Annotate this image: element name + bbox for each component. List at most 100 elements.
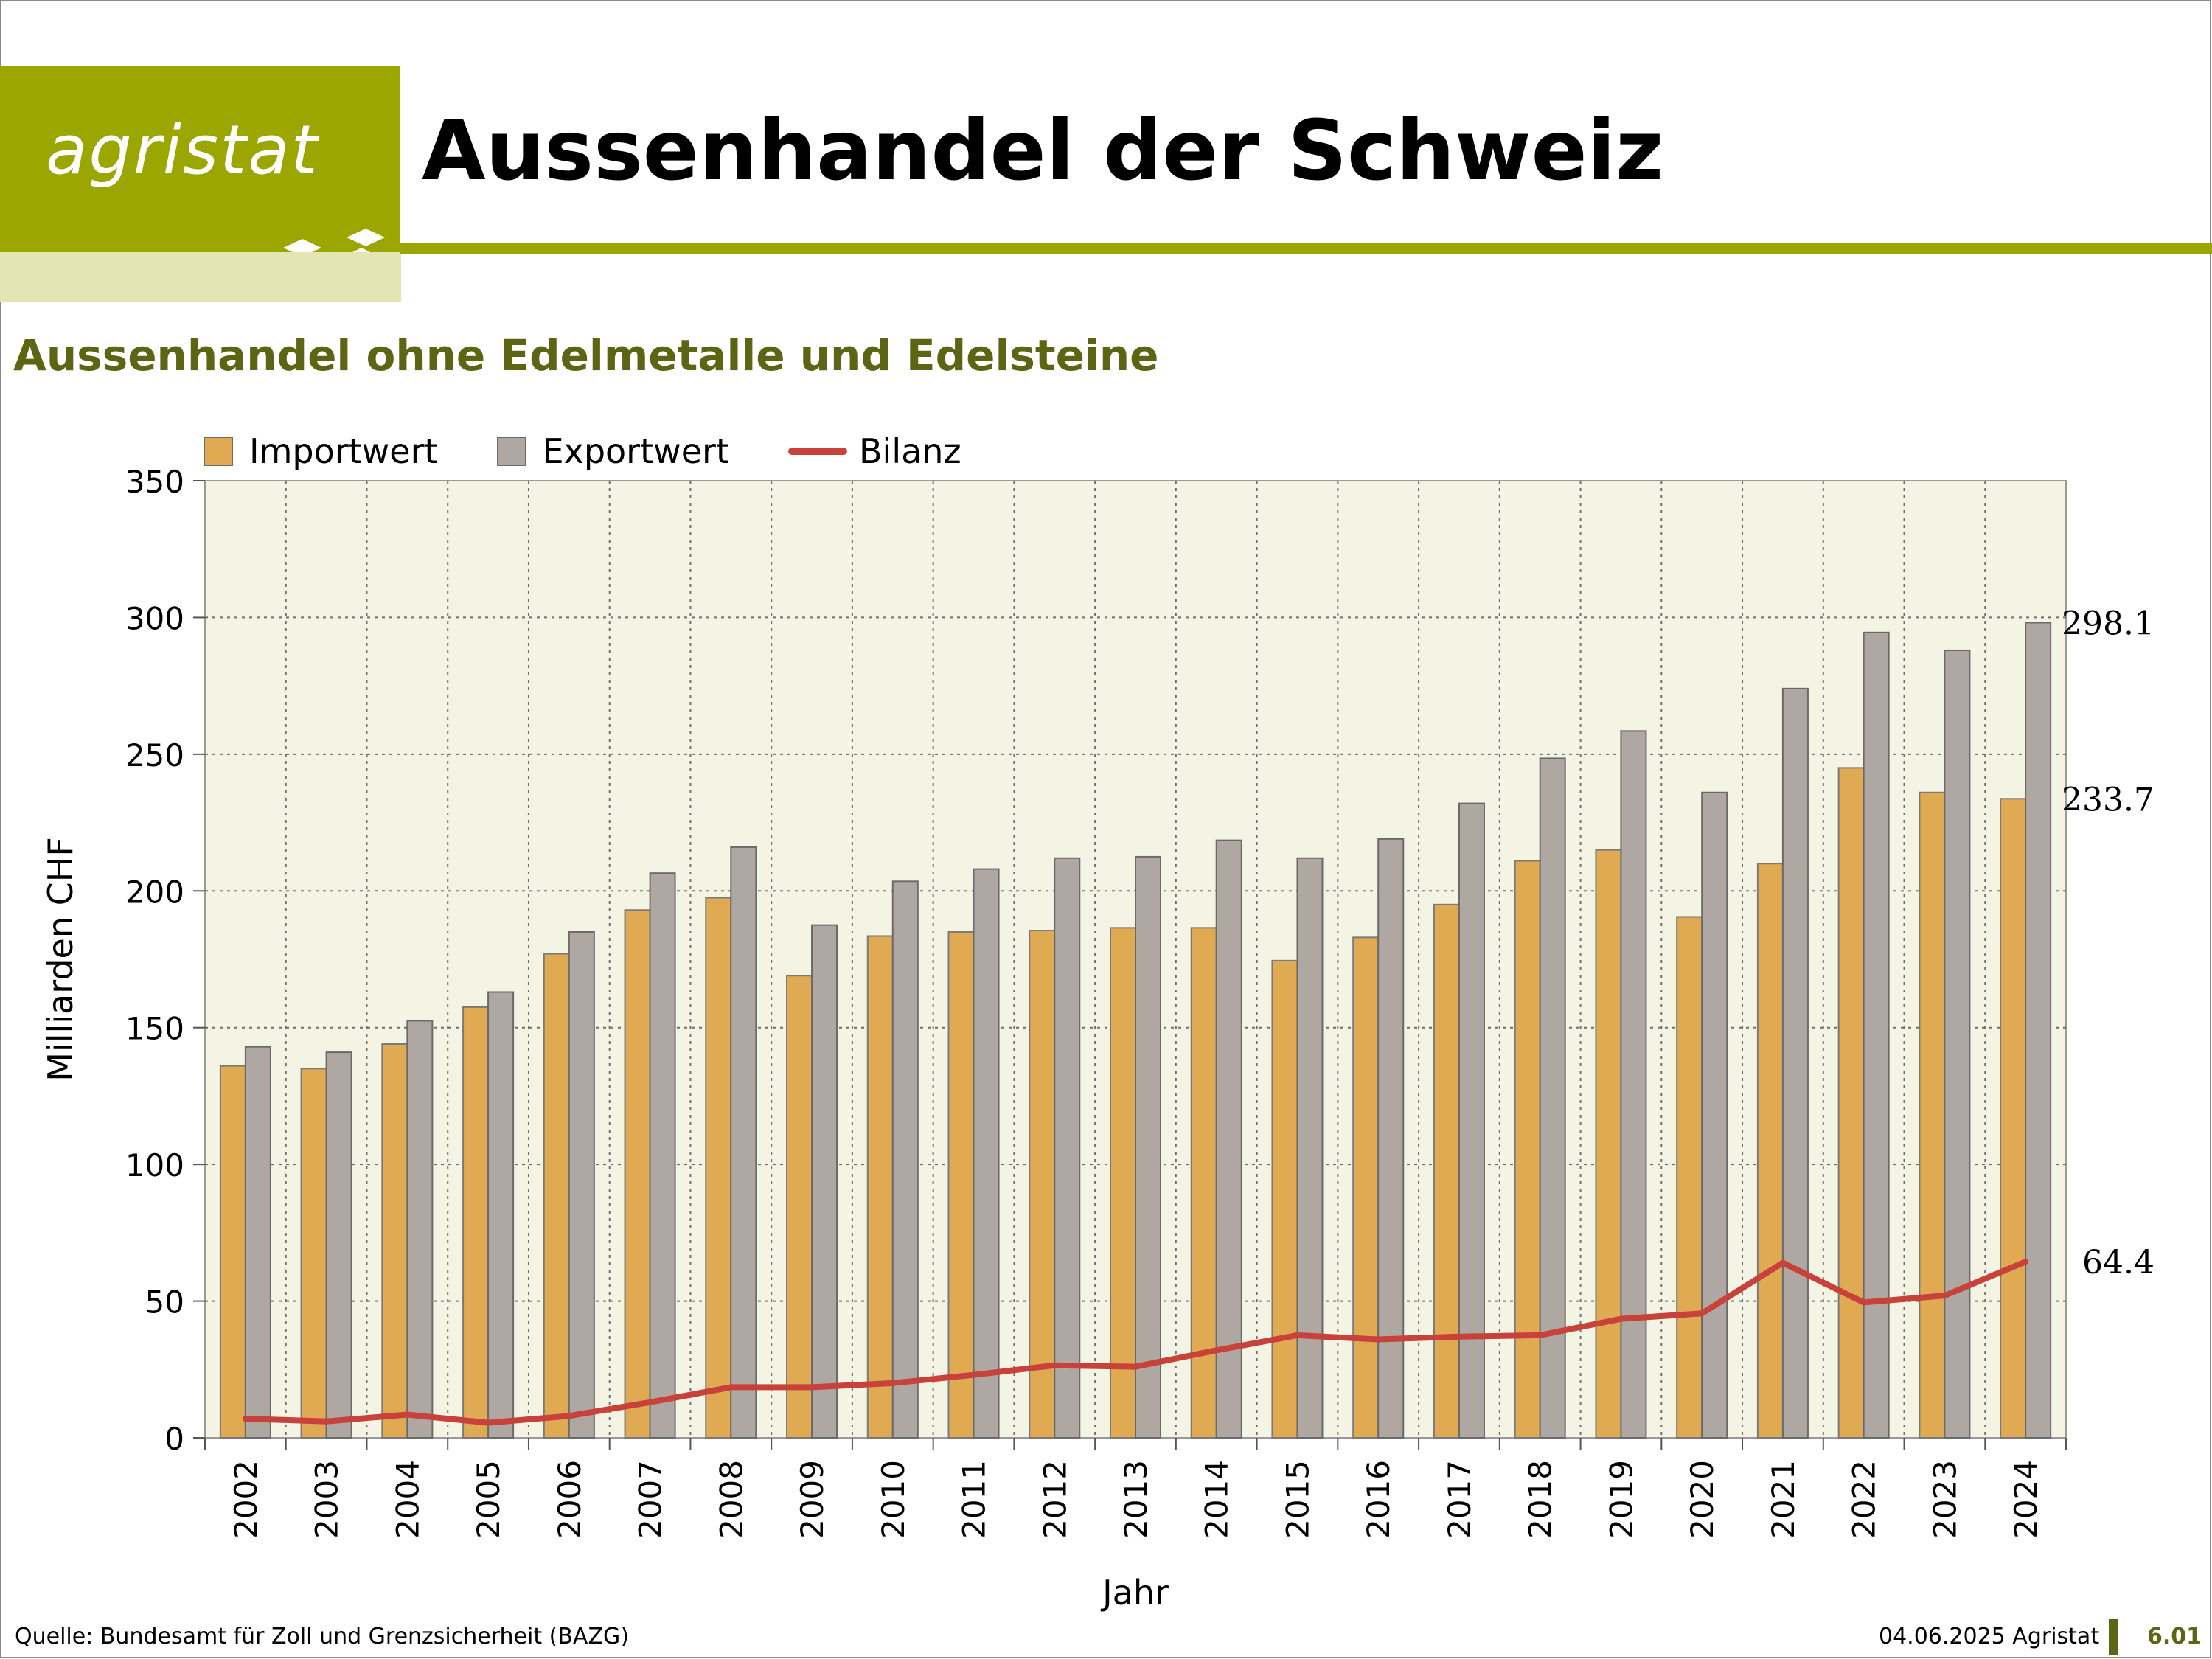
bar-import (947, 931, 975, 1439)
bar-import (1352, 936, 1380, 1439)
x-tick-label: 2002 (228, 1460, 264, 1539)
y-axis-title: Milliarden CHF (41, 837, 80, 1082)
legend-swatch-export (496, 437, 526, 466)
bar-import (462, 1006, 490, 1439)
bar-export (1701, 791, 1728, 1439)
bar-export (1458, 802, 1485, 1439)
y-tick-label: 300 (125, 600, 184, 636)
chart-subtitle: Aussenhandel ohne Edelmetalle und Edelst… (13, 330, 1159, 380)
bar-export (1377, 838, 1405, 1439)
bar-export (487, 991, 515, 1439)
logo-text: agristat (46, 111, 319, 189)
x-tick-label: 2014 (1199, 1460, 1235, 1539)
bar-import (1433, 903, 1460, 1439)
legend-swatch-import (204, 437, 233, 466)
x-tick-label: 2010 (875, 1460, 911, 1539)
y-tick-label: 0 (164, 1421, 184, 1457)
legend-label-export: Exportwert (542, 431, 729, 471)
line-balance (242, 1259, 2029, 1426)
bar-export (973, 868, 1000, 1439)
bar-import (219, 1065, 246, 1439)
bar-export (1135, 855, 1162, 1439)
bar-import (866, 935, 894, 1439)
x-tick-label: 2008 (713, 1460, 749, 1539)
x-tick-label: 2011 (956, 1460, 992, 1539)
bar-export (730, 846, 757, 1439)
x-tick-label: 2006 (552, 1460, 588, 1539)
x-tick-label: 2004 (389, 1460, 425, 1539)
bar-import (1837, 767, 1865, 1439)
legend-item-balance: Bilanz (788, 431, 961, 471)
bar-import (1271, 959, 1298, 1439)
bar-import (786, 975, 813, 1439)
x-tick-label: 2020 (1684, 1460, 1720, 1539)
x-tick-label: 2013 (1118, 1460, 1154, 1539)
bar-export (1215, 839, 1242, 1439)
bar-import (1190, 927, 1217, 1439)
y-tick-label: 350 (125, 464, 184, 500)
x-tick-label: 2019 (1603, 1460, 1639, 1539)
y-tick-label: 50 (145, 1284, 184, 1321)
logo-diamonds-icon (283, 229, 385, 252)
x-tick-label: 2007 (633, 1460, 669, 1539)
legend-item-import: Importwert (204, 431, 438, 471)
y-tick-label: 250 (125, 737, 184, 773)
bar-import (1676, 916, 1703, 1439)
bar-import (624, 909, 651, 1439)
x-tick-label: 2018 (1523, 1460, 1559, 1539)
x-tick-label: 2024 (2008, 1460, 2044, 1539)
bar-export (1781, 687, 1809, 1439)
x-tick-label: 2016 (1360, 1460, 1397, 1539)
bar-import (1595, 849, 1622, 1439)
bar-export (1863, 631, 1890, 1439)
x-tick-label: 2022 (1846, 1460, 1882, 1539)
x-tick-label: 2009 (794, 1460, 830, 1539)
footer-source: Quelle: Bundesamt für Zoll und Grenzsich… (15, 1624, 629, 1649)
footer-page-number: 6.01 (2147, 1624, 2202, 1649)
bar-import (2000, 798, 2027, 1439)
bar-export (1539, 757, 1566, 1439)
bar-import (543, 953, 570, 1439)
legend-label-balance: Bilanz (859, 431, 961, 471)
bar-export (1620, 730, 1647, 1439)
x-tick-label: 2005 (470, 1460, 507, 1539)
agristat-logo (0, 66, 400, 252)
x-tick-label: 2023 (1927, 1460, 1963, 1539)
bar-import (1029, 930, 1056, 1439)
y-tick-label: 200 (125, 874, 184, 910)
bar-export (568, 931, 595, 1439)
footer-date: 04.06.2025 Agristat (1879, 1624, 2100, 1649)
y-tick-label: 100 (125, 1147, 184, 1183)
bar-export (1296, 857, 1324, 1439)
legend-swatch-balance (788, 448, 847, 455)
x-tick-label: 2012 (1037, 1460, 1073, 1539)
y-tick-label: 150 (125, 1011, 184, 1047)
chart-legend: Importwert Exportwert Bilanz (204, 429, 1020, 473)
x-tick-label: 2017 (1441, 1460, 1478, 1539)
bar-import (1756, 863, 1784, 1439)
bar-export (1944, 649, 1971, 1439)
x-tick-label: 2003 (309, 1460, 345, 1539)
x-tick-label: 2021 (1765, 1460, 1801, 1539)
footer-divider (2109, 1619, 2118, 1655)
bar-export (811, 924, 838, 1439)
bar-import (1514, 860, 1541, 1439)
bar-import (381, 1043, 408, 1439)
legend-item-export: Exportwert (496, 431, 729, 471)
page-title: Aussenhandel der Schweiz (422, 103, 1664, 199)
bar-export (406, 1020, 434, 1439)
legend-label-import: Importwert (249, 431, 438, 471)
data-label: 298.1 (2062, 605, 2154, 642)
data-label: 64.4 (2082, 1244, 2154, 1281)
data-label: 233.7 (2062, 781, 2154, 818)
bar-export (649, 872, 676, 1439)
bar-export (891, 880, 919, 1439)
bar-export (244, 1046, 271, 1439)
logo-strip (0, 252, 401, 302)
bar-export (325, 1051, 352, 1439)
bar-export (2025, 622, 2052, 1439)
bar-import (300, 1068, 327, 1439)
header-rule (400, 243, 2212, 254)
